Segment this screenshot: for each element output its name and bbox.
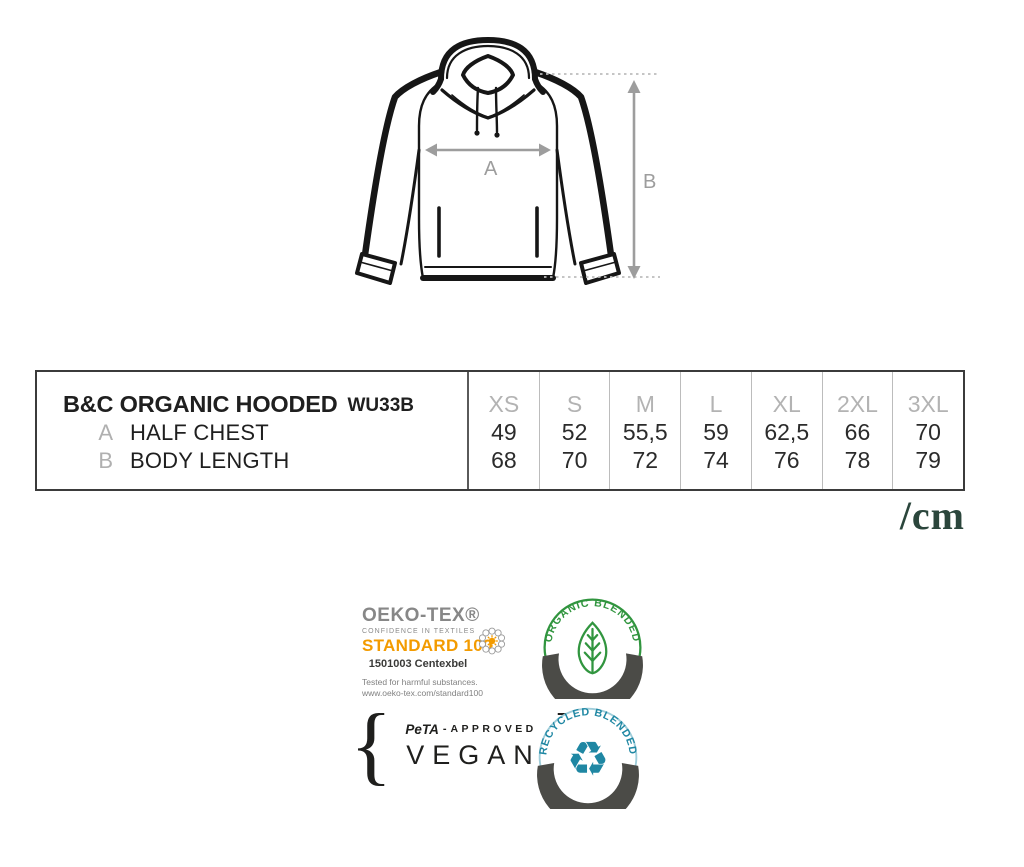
half-chest-value: 59 [703,419,729,445]
recycle-symbol-icon: ♻ [567,733,610,788]
row-label-half-chest: HALF CHEST [130,420,269,445]
half-chest-value: 52 [561,419,588,445]
body-length-value: 76 [773,447,800,473]
size-column-s: S 52 70 [538,372,610,489]
size-column-xl: XL 62,5 76 [750,372,822,489]
size-table-label-column: B&C ORGANIC HOODED WU33B A HALF CHEST B … [37,372,467,489]
size-header: M [635,391,655,417]
body-length-value: 72 [632,447,659,473]
size-column-xs: XS 49 68 [467,372,539,489]
hoodie-diagram: A B [355,37,660,285]
leaf-icon [577,621,608,675]
half-chest-value: 66 [844,419,871,445]
recycled-blended-badge: ♻ RECYCLED BLENDED claim standard [536,705,640,846]
arrow-b: B [627,80,656,279]
product-title: B&C ORGANIC HOODED [63,391,338,417]
size-column-m: M 55,5 72 [609,372,680,489]
unit-label: /cm [899,493,965,538]
oeko-tex-logo: OEKO-TEX® CONFIDENCE IN TEXTILES STANDAR… [362,605,506,698]
left-brace: { [350,697,393,794]
half-chest-value: 55,5 [622,419,668,445]
body-length-value: 74 [703,447,729,473]
size-header: L [709,391,723,417]
oeko-tex-license: 1501003 Centexbel [368,658,468,670]
arrow-a-label: A [484,158,498,180]
oeko-tex-tagline: CONFIDENCE IN TEXTILES [362,628,476,635]
oeko-tex-name: OEKO-TEX® [362,605,480,626]
body-length-value: 70 [561,447,588,473]
arrow-a: A [425,143,551,180]
arrow-b-label: B [643,171,656,193]
row-label-body-length: BODY LENGTH [130,448,290,473]
peta-separator: - [442,723,447,735]
size-table: B&C ORGANIC HOODED WU33B A HALF CHEST B … [35,370,965,491]
size-header: 3XL [907,391,949,417]
peta-vegan-logo: { PeTA - APPROVED VEGAN } [350,697,592,794]
row-key-b: B [98,448,113,473]
size-header: XS [488,391,520,417]
body-length-value: 79 [915,447,941,473]
size-header: 2XL [836,391,878,417]
vegan-word: VEGAN [406,739,541,770]
table-row-half-chest: A HALF CHEST [37,418,467,446]
oeko-tex-standard: STANDARD 100 [362,636,493,655]
size-column-3xl: 3XL 70 79 [892,372,963,489]
half-chest-value: 62,5 [764,419,810,445]
hoodie-outline-icon [355,37,621,285]
row-key-a: A [98,420,113,445]
size-column-l: L 59 74 [680,372,751,489]
organic-blended-badge: ORGANIC BLENDED content standard [541,596,644,736]
peta-approved-text: APPROVED [450,723,537,735]
size-header: XL [772,391,801,417]
oeko-tex-claim: Tested for harmful substances. [362,677,478,687]
body-length-value: 78 [844,447,871,473]
oeko-tex-url: www.oeko-tex.com/standard100 [362,688,483,698]
product-code: WU33B [347,395,415,416]
size-header: S [566,391,583,417]
half-chest-value: 49 [491,419,517,445]
half-chest-value: 70 [915,419,941,445]
dotted-reference-lines [540,73,660,278]
size-column-2xl: 2XL 66 78 [821,372,893,489]
body-length-value: 68 [491,447,517,473]
table-row-body-length: B BODY LENGTH [37,446,467,474]
peta-brand: PeTA [405,721,439,737]
oeko-tex-flower-icon [478,627,506,655]
